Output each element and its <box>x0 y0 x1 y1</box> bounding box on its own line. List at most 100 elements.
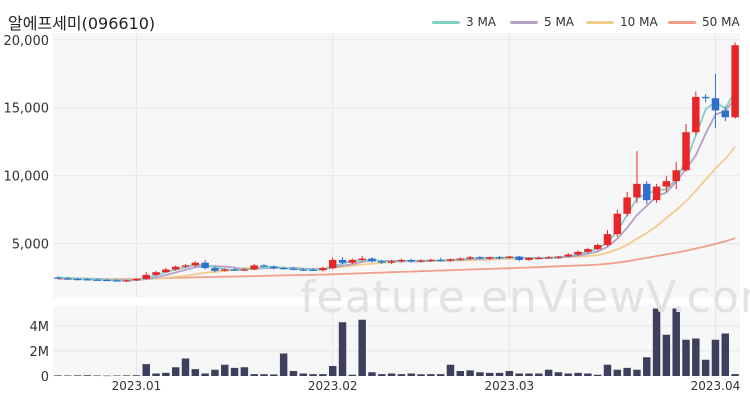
price-panel <box>53 33 740 298</box>
candle-body <box>289 268 298 270</box>
candle-body <box>309 269 317 271</box>
x-tick-label: 2023.02 <box>308 379 358 393</box>
volume-bar <box>446 364 455 376</box>
candle-body <box>554 256 563 258</box>
candle-body <box>495 257 504 259</box>
ma-line-3ma <box>57 90 736 282</box>
candle-body <box>486 257 494 259</box>
price-tick-label: 10,000 <box>4 170 50 185</box>
candle-body <box>378 261 386 263</box>
candle-body <box>466 257 474 259</box>
volume-bar <box>701 359 710 376</box>
price-tick-label: 5,000 <box>12 238 49 253</box>
candle-body <box>83 279 92 281</box>
candle-body <box>348 259 357 263</box>
volume-bar <box>417 374 425 376</box>
volume-bar <box>623 367 631 376</box>
legend-item-5ma: 5 MA <box>510 15 574 29</box>
volume-bar <box>270 374 278 376</box>
candle-body <box>584 249 592 252</box>
legend-label-5ma: 5 MA <box>544 15 575 29</box>
candle-body <box>436 259 445 262</box>
volume-bar <box>250 374 258 376</box>
candle-body <box>328 259 337 269</box>
candle-body <box>652 186 661 201</box>
legend-swatch-3ma <box>432 20 460 24</box>
volume-bar <box>260 374 268 376</box>
candle-body <box>279 268 288 270</box>
volume-bar <box>711 339 720 376</box>
volume-bar <box>240 367 249 376</box>
candle-body <box>603 234 612 245</box>
volume-bar <box>731 374 739 376</box>
candle-body <box>731 45 739 118</box>
candle-body <box>525 257 533 260</box>
candle-body <box>515 256 523 260</box>
volume-bar <box>436 374 445 376</box>
volume-bar <box>289 371 298 376</box>
volume-bar <box>279 353 288 376</box>
volume-bar <box>142 364 150 376</box>
volume-bar <box>132 375 141 376</box>
candle-body <box>230 269 239 271</box>
volume-bar <box>535 373 543 376</box>
candle-body <box>701 96 710 99</box>
volume-bar <box>230 367 239 376</box>
candle-body <box>593 245 602 250</box>
candle-body <box>446 259 455 261</box>
volume-bar <box>54 375 62 376</box>
volume-bar <box>427 374 435 376</box>
volume-bar <box>721 333 730 376</box>
price-tick-label: 20,000 <box>4 34 50 49</box>
candle-body <box>387 261 396 263</box>
price-tick-label: 15,000 <box>4 102 50 117</box>
candle-body <box>397 259 406 262</box>
volume-bar <box>466 370 474 376</box>
volume-bar <box>221 364 229 376</box>
candle-body <box>338 259 347 263</box>
candle-body <box>299 269 307 271</box>
volume-bar <box>63 375 72 376</box>
x-tick-label: 2023.03 <box>485 379 535 393</box>
candle-body <box>54 277 62 279</box>
volume-bar <box>515 373 523 376</box>
candle-body <box>181 265 190 267</box>
volume-bar <box>554 372 563 376</box>
volume-bar <box>152 373 160 376</box>
candle-body <box>103 279 111 282</box>
candle-body <box>505 256 514 258</box>
volume-bar <box>672 308 680 376</box>
volume-bar <box>181 358 190 376</box>
volume-bar <box>593 374 602 376</box>
legend-item-10ma: 10 MA <box>586 15 658 29</box>
chart-title: 알에프세미(096610) <box>8 14 156 33</box>
legend-item-3ma: 3 MA <box>432 15 496 29</box>
candle-body <box>201 262 209 269</box>
candle-body <box>260 265 268 267</box>
legend-item-50ma: 50 MA <box>668 15 740 29</box>
candle-body <box>417 260 425 262</box>
volume-bar <box>486 372 494 376</box>
volume-bar <box>358 319 366 376</box>
volume-bar <box>319 374 327 376</box>
volume-bar <box>633 369 641 376</box>
candle-body <box>270 266 278 269</box>
candle-body <box>132 278 141 281</box>
x-tick-label: 2023.04 <box>691 379 741 393</box>
watermark: feature.enViewV.com <box>300 272 750 323</box>
candle-body <box>613 213 622 235</box>
candle-body <box>211 268 219 271</box>
candle-body <box>113 280 121 282</box>
candle-body <box>358 258 366 260</box>
candle-body <box>456 258 465 260</box>
volume-bar <box>574 372 582 376</box>
candle-body <box>122 280 131 282</box>
candle-body <box>476 257 484 259</box>
volume-bar <box>348 374 357 376</box>
volume-bar <box>83 375 92 376</box>
candle-body <box>191 262 200 266</box>
legend-label-50ma: 50 MA <box>702 15 740 29</box>
legend-swatch-5ma <box>510 20 538 24</box>
volume-tick-label: 4M <box>30 320 50 335</box>
volume-bar <box>495 372 504 376</box>
